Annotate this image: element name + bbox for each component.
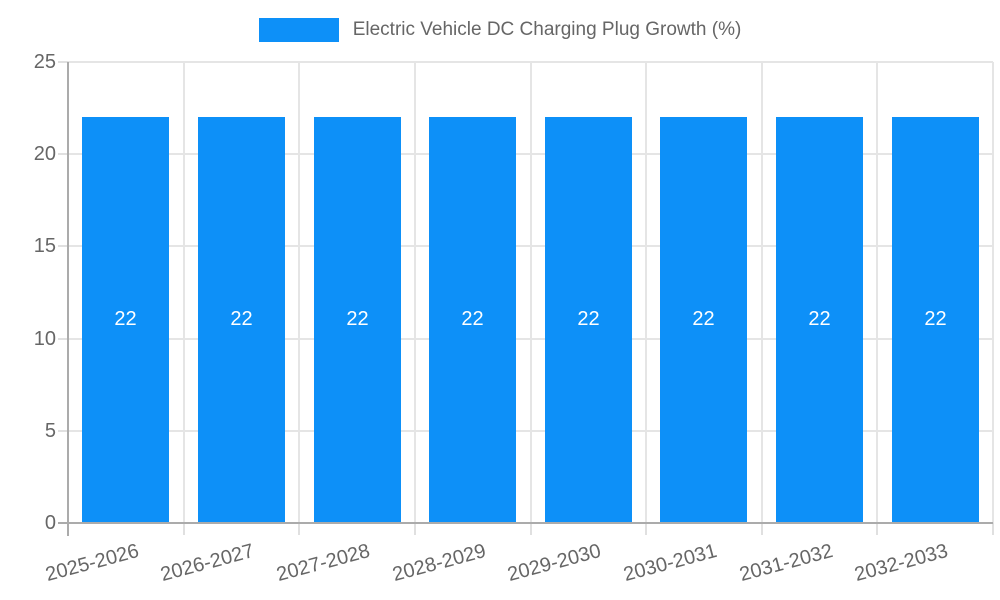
y-axis-tick-label: 0 <box>44 512 56 534</box>
bar[interactable]: 22 <box>314 117 401 522</box>
x-gridline <box>876 62 878 523</box>
chart-legend: Electric Vehicle DC Charging Plug Growth… <box>0 18 1000 42</box>
x-axis-tick-label: 2029-2030 <box>505 540 604 587</box>
legend-swatch <box>258 18 339 42</box>
x-tick-mark <box>183 523 185 535</box>
x-tick-mark <box>761 523 763 535</box>
legend-item[interactable]: Electric Vehicle DC Charging Plug Growth… <box>258 18 742 42</box>
y-tick-mark <box>58 61 68 63</box>
x-gridline <box>992 62 994 523</box>
y-axis-tick-label: 20 <box>33 143 56 165</box>
y-axis-tick-label: 15 <box>33 235 56 257</box>
bar-value-label: 22 <box>230 308 253 330</box>
y-tick-mark <box>58 338 68 340</box>
y-axis-tick-label: 25 <box>33 51 56 73</box>
bar[interactable]: 22 <box>82 117 169 522</box>
x-axis-line <box>58 522 993 524</box>
bar-value-label: 22 <box>346 308 369 330</box>
x-gridline <box>761 62 763 523</box>
x-gridline <box>183 62 185 523</box>
bar-value-label: 22 <box>114 308 137 330</box>
x-tick-mark <box>298 523 300 535</box>
bar[interactable]: 22 <box>429 117 516 522</box>
x-tick-mark <box>876 523 878 535</box>
x-tick-mark <box>530 523 532 535</box>
bar[interactable]: 22 <box>892 117 979 522</box>
bar[interactable]: 22 <box>198 117 285 522</box>
bar[interactable]: 22 <box>545 117 632 522</box>
bar-value-label: 22 <box>461 308 484 330</box>
x-tick-mark <box>992 523 994 535</box>
bar-value-label: 22 <box>924 308 947 330</box>
chart-title: Electric Vehicle DC Charging Plug Growth… <box>352 19 742 40</box>
x-axis-tick-label: 2027-2028 <box>274 540 373 587</box>
x-gridline <box>530 62 532 523</box>
x-axis-tick-label: 2028-2029 <box>390 540 489 587</box>
bar-value-label: 22 <box>692 308 715 330</box>
x-axis-tick-label: 2030-2031 <box>621 540 720 587</box>
y-axis-tick-label: 10 <box>33 328 56 350</box>
x-gridline <box>645 62 647 523</box>
y-axis-tick-label: 5 <box>44 420 56 442</box>
x-tick-mark <box>645 523 647 535</box>
y-axis-line <box>67 62 69 536</box>
y-tick-mark <box>58 245 68 247</box>
y-tick-mark <box>58 430 68 432</box>
bar[interactable]: 22 <box>660 117 747 522</box>
x-axis-tick-label: 2031-2032 <box>737 540 836 587</box>
x-tick-mark <box>414 523 416 535</box>
bar-value-label: 22 <box>808 308 831 330</box>
x-gridline <box>414 62 416 523</box>
x-axis-tick-label: 2025-2026 <box>43 540 142 587</box>
y-tick-mark <box>58 153 68 155</box>
bar[interactable]: 22 <box>776 117 863 522</box>
bar-value-label: 22 <box>577 308 600 330</box>
x-axis-tick-label: 2032-2033 <box>852 540 951 587</box>
x-gridline <box>298 62 300 523</box>
x-axis-tick-label: 2026-2027 <box>158 540 257 587</box>
